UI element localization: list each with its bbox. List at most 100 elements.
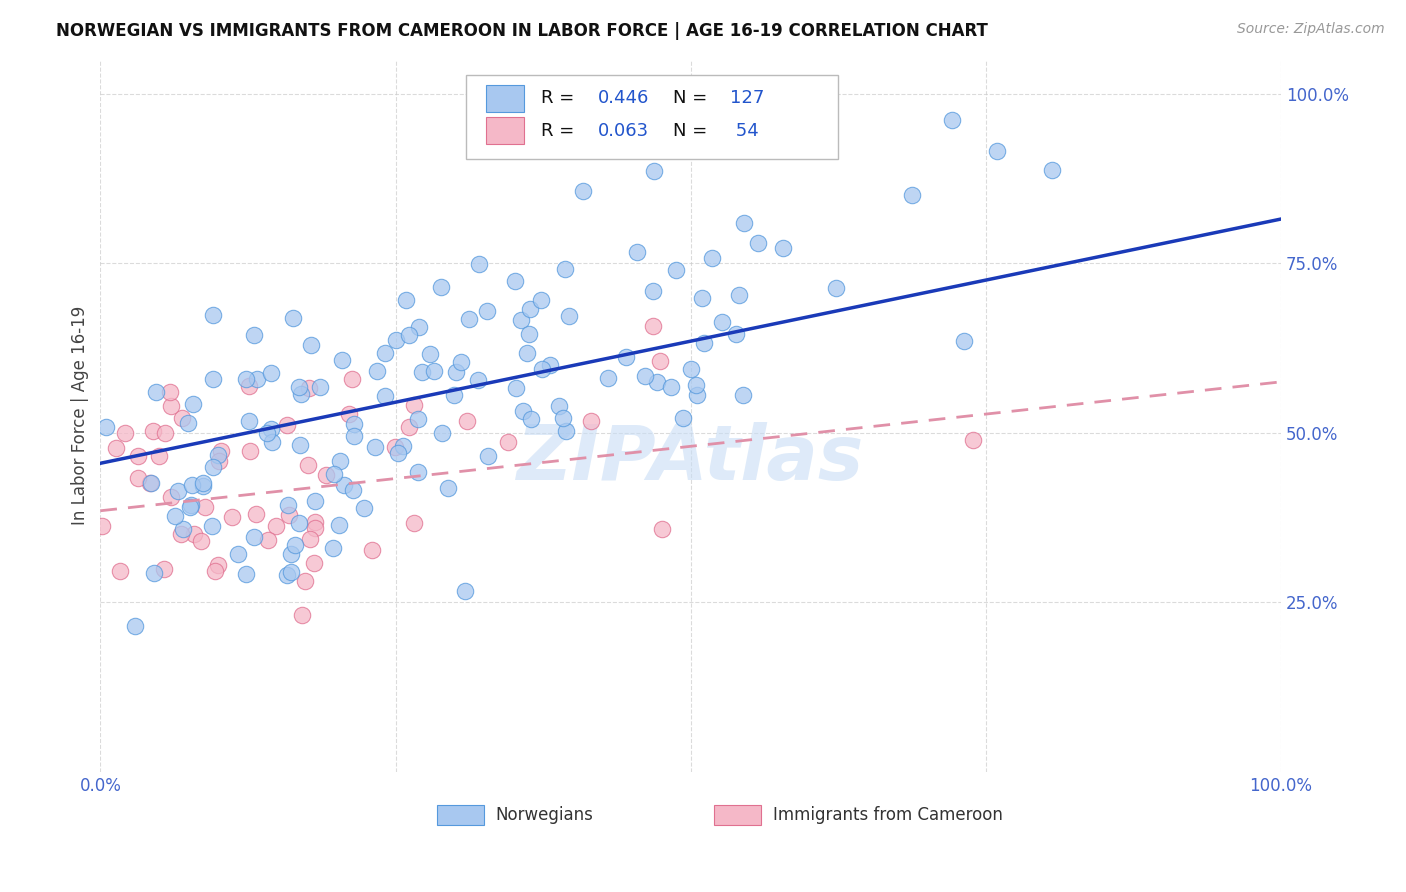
- Point: [193, 479, 215, 493]
- Point: [221, 510, 243, 524]
- Point: [436, 481, 458, 495]
- Point: [404, 398, 426, 412]
- Point: [547, 399, 569, 413]
- Point: [283, 310, 305, 325]
- Point: [190, 534, 212, 549]
- Point: [530, 362, 553, 376]
- Point: [373, 389, 395, 403]
- FancyBboxPatch shape: [486, 85, 524, 112]
- Text: 0.446: 0.446: [598, 89, 648, 107]
- Point: [1040, 162, 1063, 177]
- Point: [681, 362, 703, 376]
- Point: [141, 475, 163, 490]
- Point: [242, 328, 264, 343]
- Point: [366, 364, 388, 378]
- Point: [690, 291, 713, 305]
- Point: [392, 439, 415, 453]
- Point: [322, 541, 344, 555]
- Point: [298, 381, 321, 395]
- Point: [276, 568, 298, 582]
- Point: [641, 284, 664, 298]
- Point: [172, 522, 194, 536]
- Point: [284, 538, 307, 552]
- Point: [201, 308, 224, 322]
- Point: [304, 494, 326, 508]
- Text: R =: R =: [541, 89, 579, 107]
- FancyBboxPatch shape: [467, 75, 838, 160]
- Point: [686, 388, 709, 402]
- Point: [290, 387, 312, 401]
- FancyBboxPatch shape: [486, 118, 524, 145]
- Point: [555, 425, 578, 439]
- Point: [509, 313, 531, 327]
- Point: [170, 410, 193, 425]
- Point: [297, 458, 319, 472]
- Point: [183, 527, 205, 541]
- Point: [353, 500, 375, 515]
- Point: [423, 364, 446, 378]
- Point: [643, 319, 665, 334]
- Point: [727, 288, 749, 302]
- Point: [342, 429, 364, 443]
- Point: [747, 236, 769, 251]
- Point: [733, 388, 755, 402]
- Point: [322, 467, 344, 481]
- Point: [725, 327, 748, 342]
- Point: [278, 508, 301, 522]
- Point: [256, 533, 278, 548]
- Point: [512, 404, 534, 418]
- Point: [962, 433, 984, 447]
- Point: [181, 397, 204, 411]
- Point: [419, 347, 441, 361]
- Point: [825, 281, 848, 295]
- Point: [280, 548, 302, 562]
- Point: [260, 366, 283, 380]
- Point: [614, 350, 637, 364]
- Point: [665, 262, 688, 277]
- Point: [337, 407, 360, 421]
- FancyBboxPatch shape: [714, 805, 762, 825]
- Point: [700, 251, 723, 265]
- Text: ZIPAtlas: ZIPAtlas: [517, 422, 865, 496]
- Point: [159, 385, 181, 400]
- Point: [180, 478, 202, 492]
- Point: [180, 498, 202, 512]
- Point: [148, 449, 170, 463]
- Point: [242, 530, 264, 544]
- Point: [159, 400, 181, 414]
- Y-axis label: In Labor Force | Age 16-19: In Labor Force | Age 16-19: [72, 306, 89, 525]
- Point: [477, 304, 499, 318]
- Point: [432, 425, 454, 440]
- Point: [342, 483, 364, 497]
- Point: [298, 533, 321, 547]
- Point: [672, 411, 695, 425]
- Point: [209, 443, 232, 458]
- Point: [194, 500, 217, 514]
- Point: [329, 454, 352, 468]
- Point: [456, 413, 478, 427]
- Point: [294, 574, 316, 589]
- Point: [645, 376, 668, 390]
- Point: [572, 184, 595, 198]
- Point: [167, 483, 190, 498]
- Point: [288, 380, 311, 394]
- Text: 0.063: 0.063: [598, 122, 648, 140]
- Point: [124, 618, 146, 632]
- Point: [287, 516, 309, 531]
- Point: [260, 422, 283, 436]
- Point: [395, 293, 418, 307]
- Point: [207, 558, 229, 572]
- Point: [496, 434, 519, 449]
- Point: [581, 414, 603, 428]
- Point: [304, 515, 326, 529]
- Point: [467, 373, 489, 387]
- Text: R =: R =: [541, 122, 579, 140]
- Point: [145, 384, 167, 399]
- Point: [280, 565, 302, 579]
- Text: N =: N =: [673, 89, 713, 107]
- Text: N =: N =: [673, 122, 713, 140]
- Point: [659, 380, 682, 394]
- Point: [201, 519, 224, 533]
- Point: [262, 434, 284, 449]
- Point: [193, 476, 215, 491]
